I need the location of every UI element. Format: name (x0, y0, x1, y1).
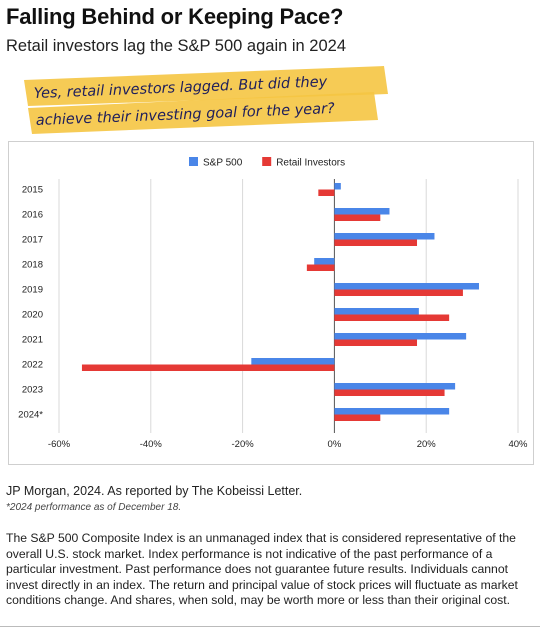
y-category-label: 2018 (22, 260, 43, 271)
legend-swatch (262, 157, 272, 166)
bar-retail-investors (334, 289, 463, 296)
page-subtitle: Retail investors lag the S&P 500 again i… (6, 37, 347, 55)
chart-frame: -60% -40% -20% 0% 20% 40% 2015 2016 2017 2018 2019… (8, 141, 534, 465)
bar-sp500 (314, 258, 335, 265)
y-category-label: 2021 (22, 335, 43, 346)
bar-retail-investors (334, 314, 450, 321)
bar-sp500 (334, 308, 419, 315)
footnote: *2024 performance as of December 18. (6, 502, 182, 513)
bar-retail-investors (318, 189, 335, 196)
x-tick-label: -40% (140, 439, 163, 450)
y-category-label: 2015 (22, 185, 43, 196)
x-tick-label: 40% (508, 439, 528, 450)
bar-chart: -60% -40% -20% 0% 20% 40% 2015 2016 2017 2018 2019… (18, 157, 528, 450)
legend-label: Retail Investors (276, 158, 345, 169)
x-tick-label: 0% (328, 439, 342, 450)
bar-sp500 (334, 383, 456, 390)
callout-highlight-bottom (28, 92, 378, 134)
y-category-label: 2022 (22, 360, 43, 371)
bar-sp500 (334, 333, 467, 340)
bar-retail-investors (334, 389, 445, 396)
bar-sp500 (251, 358, 335, 365)
bar-sp500 (334, 408, 450, 415)
bar-retail-investors (306, 264, 335, 271)
bottom-divider (0, 626, 540, 627)
x-tick-label: -20% (232, 439, 255, 450)
bar-retail-investors (334, 239, 418, 246)
legend-label: S&P 500 (203, 158, 243, 169)
bar-sp500 (334, 183, 341, 190)
legend-swatch (189, 157, 198, 166)
bar-sp500 (334, 233, 435, 240)
x-tick-label: 20% (417, 439, 437, 450)
bar-retail-investors (334, 339, 418, 346)
x-tick-label: -60% (48, 439, 71, 450)
page-title: Falling Behind or Keeping Pace? (6, 4, 344, 29)
bar-retail-investors (334, 214, 381, 221)
disclaimer-text: The S&P 500 Composite Index is an unmana… (6, 531, 518, 608)
bar-retail-investors (334, 414, 381, 421)
source-note: JP Morgan, 2024. As reported by The Kobe… (6, 484, 303, 498)
y-category-label: 2020 (22, 310, 43, 321)
y-category-label: 2019 (22, 285, 43, 296)
y-category-label: 2016 (22, 210, 43, 221)
y-category-label: 2024* (18, 410, 43, 421)
y-category-label: 2017 (22, 235, 43, 246)
handwritten-callout: Yes, retail investors lagged. But did th… (24, 66, 388, 134)
bar-sp500 (334, 283, 479, 290)
y-category-label: 2023 (22, 385, 43, 396)
bar-sp500 (334, 208, 390, 215)
bar-retail-investors (81, 364, 335, 371)
